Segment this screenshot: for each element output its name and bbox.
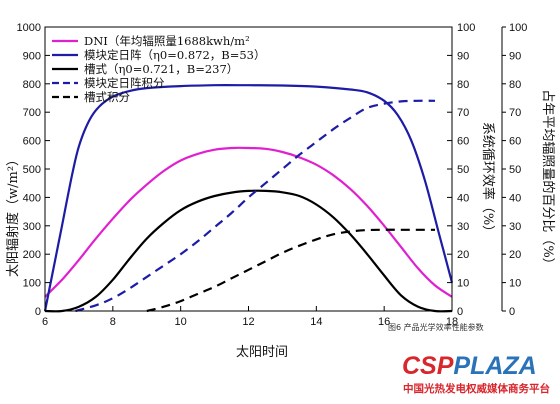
y-right1-tick-label: 90: [457, 50, 469, 62]
y-right2-tick-label: 80: [509, 79, 521, 91]
ticks-layer: 6 8 10 12 14 16 180100200300400500600700800900…: [17, 22, 528, 328]
y-axis-title-left: 太阳辐射度（w/m²）: [5, 153, 21, 277]
y-right1-tick-label: 10: [457, 278, 469, 290]
x-tick-label: 8: [110, 316, 116, 328]
legend-label-1: 模块定日阵（η0=0.872，B=53）: [84, 48, 265, 62]
svg-text:CSPPLAZA: CSPPLAZA: [402, 352, 537, 380]
series-line-0: [44, 146, 453, 298]
y-left-tick-label: 900: [23, 50, 41, 62]
series-line-1: [43, 84, 454, 312]
legend-label-2: 槽式（η0=0.721，B=237）: [84, 62, 238, 76]
y-axis-title-right1: 系统循环效率（%）: [480, 122, 496, 238]
x-tick-label: 18: [446, 316, 458, 328]
legend-label-4: 槽式积分: [84, 90, 130, 104]
y-left-tick-label: 800: [23, 79, 41, 91]
y-axis-title-right2: 占年平均辐照量的百分比（%）: [540, 89, 556, 270]
y-left-tick-label: 700: [23, 107, 41, 119]
y-right1-tick-label: 20: [457, 249, 469, 261]
y-right2-tick-label: 100: [509, 22, 527, 34]
x-axis-title: 太阳时间: [236, 345, 288, 360]
y-left-tick-label: 100: [23, 278, 41, 290]
y-right2-tick-label: 50: [509, 164, 521, 176]
y-left-tick-label: 500: [23, 164, 41, 176]
y-left-tick-label: 1000: [17, 22, 41, 34]
y-right1-tick-label: 50: [457, 164, 469, 176]
series-line-3: [75, 99, 436, 313]
y-left-tick-label: 600: [23, 136, 41, 148]
legend-label-3: 模块定日阵积分: [84, 76, 165, 90]
cspplaza-logo: CSPPLAZA 中国光热发电权威媒体商务平台: [402, 352, 550, 395]
y-right2-tick-label: 30: [509, 221, 521, 233]
figure-caption: 图6 产品光学效率性能参数: [388, 322, 484, 332]
y-right2-tick-label: 90: [509, 50, 521, 62]
x-tick-label: 14: [310, 316, 322, 328]
logo-subtitle: 中国光热发电权威媒体商务平台: [403, 382, 550, 395]
x-tick-label: 12: [242, 316, 254, 328]
y-left-tick-label: 200: [23, 249, 41, 261]
y-right1-tick-label: 100: [457, 22, 475, 34]
y-right2-tick-label: 70: [509, 107, 521, 119]
series-line-2: [44, 189, 453, 313]
y-right2-tick-label: 40: [509, 192, 521, 204]
x-tick-label: 6: [42, 316, 48, 328]
legend-label-0: DNI（年均辐照量1688kwh/m²: [84, 34, 250, 48]
y-right1-tick-label: 60: [457, 136, 469, 148]
x-tick-label: 10: [175, 316, 187, 328]
y-right1-tick-label: 0: [457, 306, 463, 318]
series-layer: [43, 84, 454, 313]
y-right2-tick-label: 60: [509, 136, 521, 148]
y-right1-tick-label: 40: [457, 192, 469, 204]
x-tick-label: 16: [378, 316, 390, 328]
legend: DNI（年均辐照量1688kwh/m²模块定日阵（η0=0.872，B=53）槽…: [52, 34, 265, 104]
y-left-tick-label: 300: [23, 221, 41, 233]
y-left-tick-label: 0: [35, 306, 41, 318]
series-line-4: [146, 228, 435, 313]
y-right2-tick-label: 0: [509, 306, 515, 318]
y-right1-tick-label: 30: [457, 221, 469, 233]
y-right1-tick-label: 80: [457, 79, 469, 91]
y-right2-tick-label: 10: [509, 278, 521, 290]
y-left-tick-label: 400: [23, 192, 41, 204]
y-right1-tick-label: 70: [457, 107, 469, 119]
y-right2-tick-label: 20: [509, 249, 521, 261]
